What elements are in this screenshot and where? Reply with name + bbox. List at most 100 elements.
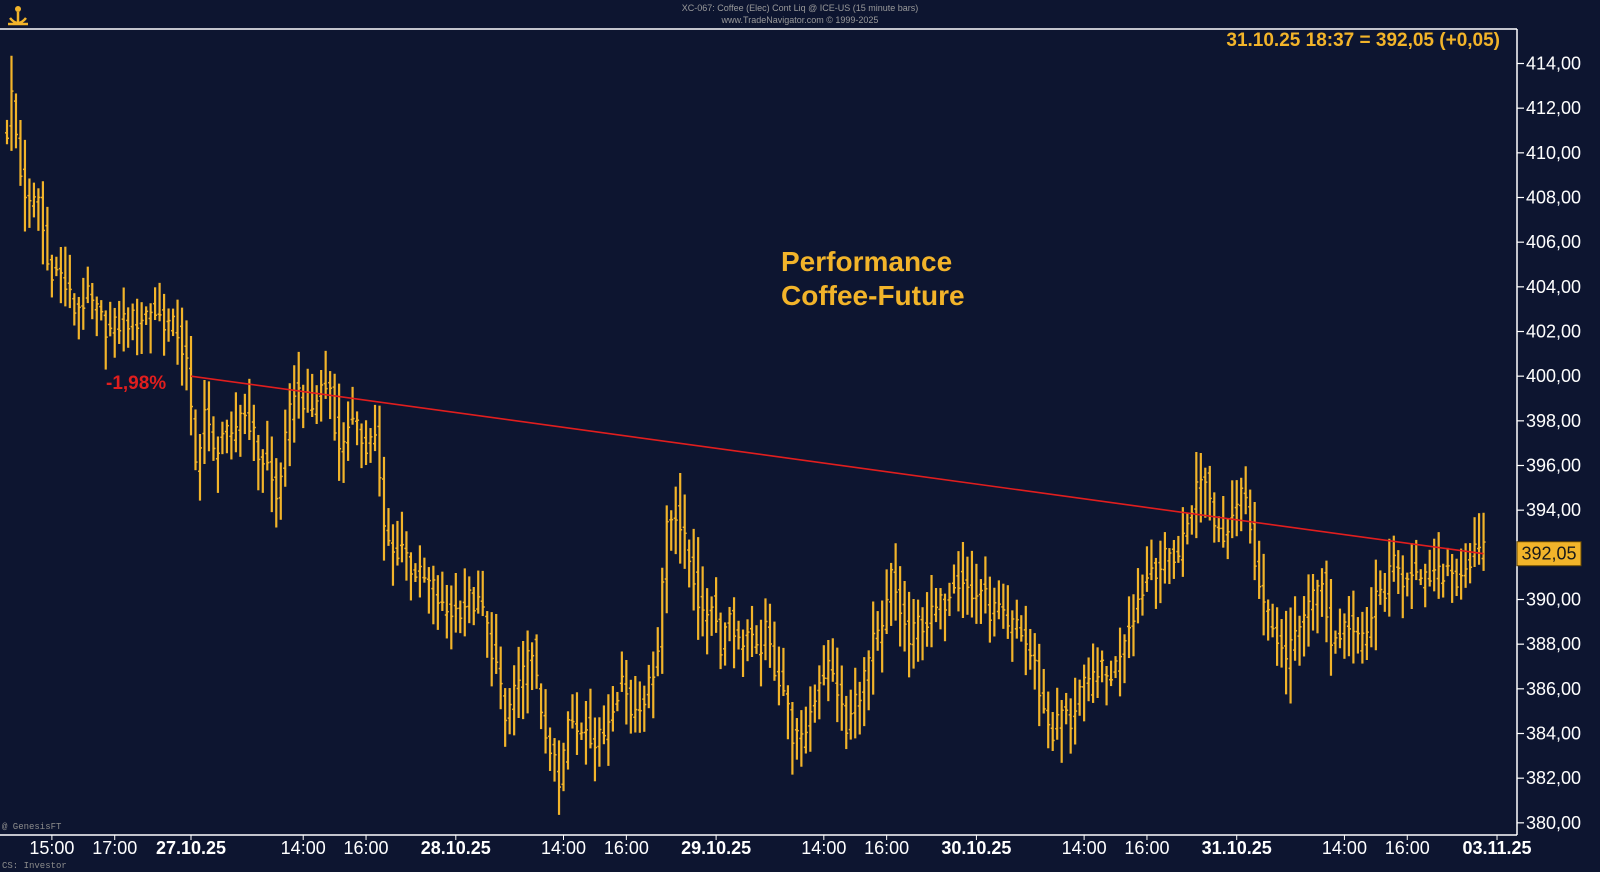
ohlc-bar <box>637 681 642 733</box>
ohlc-bar <box>45 206 50 271</box>
ohlc-bar <box>112 307 117 358</box>
price-axis[interactable]: 414,00 412,00 410,00 408,00 406,00 404,00 402,… <box>1517 54 1581 833</box>
ohlc-bar <box>422 557 427 583</box>
ohlc-bar <box>211 416 216 461</box>
ohlc-bar <box>1059 699 1064 763</box>
ohlc-bar <box>76 296 81 340</box>
ohlc-bar <box>1122 634 1127 684</box>
ohlc-bar <box>552 738 557 782</box>
ohlc-bar <box>260 449 265 493</box>
ohlc-bar <box>103 310 108 370</box>
ohlc-bar <box>1364 607 1369 661</box>
ohlc-bar <box>476 570 481 614</box>
ohlc-bar <box>862 657 867 727</box>
ohlc-bar <box>72 293 77 326</box>
ohlc-bar <box>1091 643 1096 703</box>
ohlc-bar <box>1243 466 1248 515</box>
ohlc-bar <box>750 605 755 658</box>
ohlc-bar <box>1167 548 1172 585</box>
ohlc-bar <box>539 683 544 730</box>
ohlc-bar <box>85 266 90 304</box>
ohlc-bar <box>781 647 786 697</box>
ohlc-bar <box>144 306 149 325</box>
ohlc-bar <box>1185 512 1190 545</box>
ohlc-bar <box>969 550 974 618</box>
x-tick-label: 16:00 <box>604 838 649 858</box>
ohlc-bar <box>534 634 539 689</box>
ohlc-bar <box>1391 535 1396 582</box>
quote-readout: 31.10.25 18:37 = 392,05 (+0,05) <box>1226 30 1500 51</box>
ohlc-bar <box>642 685 647 732</box>
ohlc-bar <box>574 692 579 755</box>
ohlc-bar <box>99 300 104 321</box>
y-tick-label: 386,00 <box>1526 679 1581 699</box>
ohlc-bar <box>310 373 315 417</box>
ohlc-bar <box>1445 547 1450 577</box>
ohlc-bar <box>121 287 126 352</box>
ohlc-bar <box>884 569 889 635</box>
ohlc-bar <box>9 55 14 151</box>
ohlc-bar <box>871 601 876 695</box>
x-tick-label: 17:00 <box>92 838 137 858</box>
ohlc-bar <box>251 404 256 462</box>
ohlc-bar <box>193 409 198 471</box>
ohlc-bar <box>1279 619 1284 668</box>
ohlc-bar <box>94 296 99 337</box>
ohlc-bar <box>408 552 413 601</box>
ohlc-bar <box>570 694 575 729</box>
time-axis[interactable]: 15:00 17:00 27.10.25 14:00 16:00 28.10.25 14:0… <box>29 835 1532 858</box>
ohlc-bar <box>1378 570 1383 605</box>
ohlc-bar <box>206 381 211 452</box>
ohlc-bar <box>139 302 144 354</box>
ohlc-bar <box>1257 540 1262 599</box>
y-tick-label: 412,00 <box>1526 98 1581 118</box>
ohlc-bar <box>812 684 817 723</box>
ohlc-bar <box>803 706 808 754</box>
ohlc-bar <box>624 660 629 725</box>
ohlc-bar <box>1234 480 1239 537</box>
ohlc-bar <box>987 576 992 643</box>
ohlc-bar <box>1207 465 1212 521</box>
ohlc-bar <box>880 600 885 673</box>
ohlc-bar <box>889 562 894 626</box>
ohlc-bar <box>875 611 880 651</box>
ohlc-bar <box>180 307 185 386</box>
ohlc-bar <box>350 386 355 425</box>
ohlc-bar <box>1180 507 1185 577</box>
ohlc-bar <box>1472 517 1477 567</box>
ohlc-bar <box>718 612 723 670</box>
ohlc-bar <box>772 621 777 681</box>
ohlc-bar <box>1149 539 1154 581</box>
ohlc-bar <box>494 613 499 674</box>
ohlc-bar <box>5 119 9 145</box>
ohlc-bar <box>1418 569 1423 586</box>
ohlc-bar <box>844 695 849 750</box>
ohlc-bar <box>516 646 521 718</box>
ohlc-bar <box>13 93 18 149</box>
ohlc-bar <box>794 718 799 760</box>
ohlc-bar <box>866 650 871 711</box>
tradenavigator-logo[interactable] <box>4 2 32 30</box>
ohlc-bar <box>503 688 508 747</box>
ohlc-bar <box>615 691 620 712</box>
y-tick-label: 400,00 <box>1526 366 1581 386</box>
ohlc-bar <box>682 494 687 569</box>
ohlc-bar <box>108 301 113 337</box>
ohlc-bar <box>1270 603 1275 638</box>
ohlc-bar <box>287 383 292 467</box>
x-tick-label: 14:00 <box>541 838 586 858</box>
ohlc-bar <box>337 383 342 481</box>
chart-title-line1: Performance <box>781 246 952 277</box>
ohlc-bar <box>723 622 728 666</box>
ohlc-bar <box>215 436 220 493</box>
ohlc-bar <box>1032 633 1037 690</box>
ohlc-bar <box>817 665 822 720</box>
ohlc-bar <box>907 591 912 678</box>
y-tick-label: 390,00 <box>1526 590 1581 610</box>
ohlc-bar <box>902 581 907 652</box>
ohlc-bar <box>1333 630 1338 654</box>
x-tick-label: 15:00 <box>29 838 74 858</box>
ohlc-bar <box>1014 599 1019 639</box>
ohlc-bar <box>1176 535 1181 563</box>
y-tick-label: 396,00 <box>1526 456 1581 476</box>
